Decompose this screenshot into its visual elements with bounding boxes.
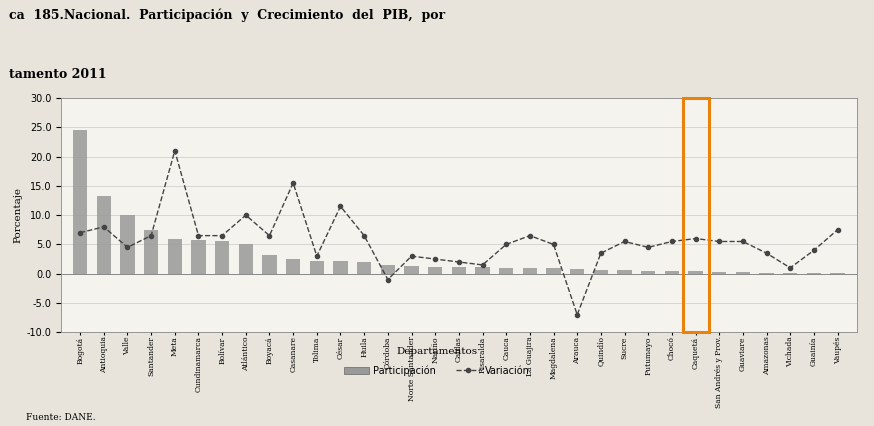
Bar <box>97 196 111 274</box>
Bar <box>191 240 205 274</box>
Text: Departamentos: Departamentos <box>397 347 477 356</box>
Bar <box>405 266 419 274</box>
Y-axis label: Porcentaje: Porcentaje <box>13 187 23 243</box>
Bar <box>168 239 182 274</box>
Text: Fuente: DANE.: Fuente: DANE. <box>26 413 96 422</box>
Bar <box>333 261 348 274</box>
Bar <box>665 271 679 274</box>
Bar <box>570 269 585 274</box>
Bar <box>760 273 773 274</box>
Text: tamento 2011: tamento 2011 <box>9 68 107 81</box>
Bar <box>239 245 253 274</box>
Bar <box>286 259 301 274</box>
Bar <box>807 273 821 274</box>
Bar <box>262 255 276 274</box>
Bar <box>783 273 797 274</box>
Bar <box>121 215 135 274</box>
Bar <box>617 270 632 274</box>
Bar <box>73 130 87 274</box>
Bar <box>428 267 442 274</box>
Bar <box>215 242 229 274</box>
Bar <box>381 265 395 274</box>
Text: ca  185.Nacional.  Participación  y  Crecimiento  del  PIB,  por: ca 185.Nacional. Participación y Crecimi… <box>9 9 445 22</box>
Legend: Participación, Variación: Participación, Variación <box>340 362 534 380</box>
Bar <box>309 261 324 274</box>
Bar <box>546 268 560 274</box>
Bar <box>357 262 371 274</box>
Bar <box>523 268 537 274</box>
Bar <box>736 272 750 274</box>
Bar <box>830 273 844 274</box>
Bar <box>499 268 513 274</box>
Bar <box>683 98 709 332</box>
Bar <box>712 272 726 274</box>
Bar <box>475 267 489 274</box>
Bar <box>144 230 158 274</box>
Bar <box>593 270 608 274</box>
Bar <box>452 267 466 274</box>
Bar <box>642 271 656 274</box>
Bar <box>689 271 703 274</box>
